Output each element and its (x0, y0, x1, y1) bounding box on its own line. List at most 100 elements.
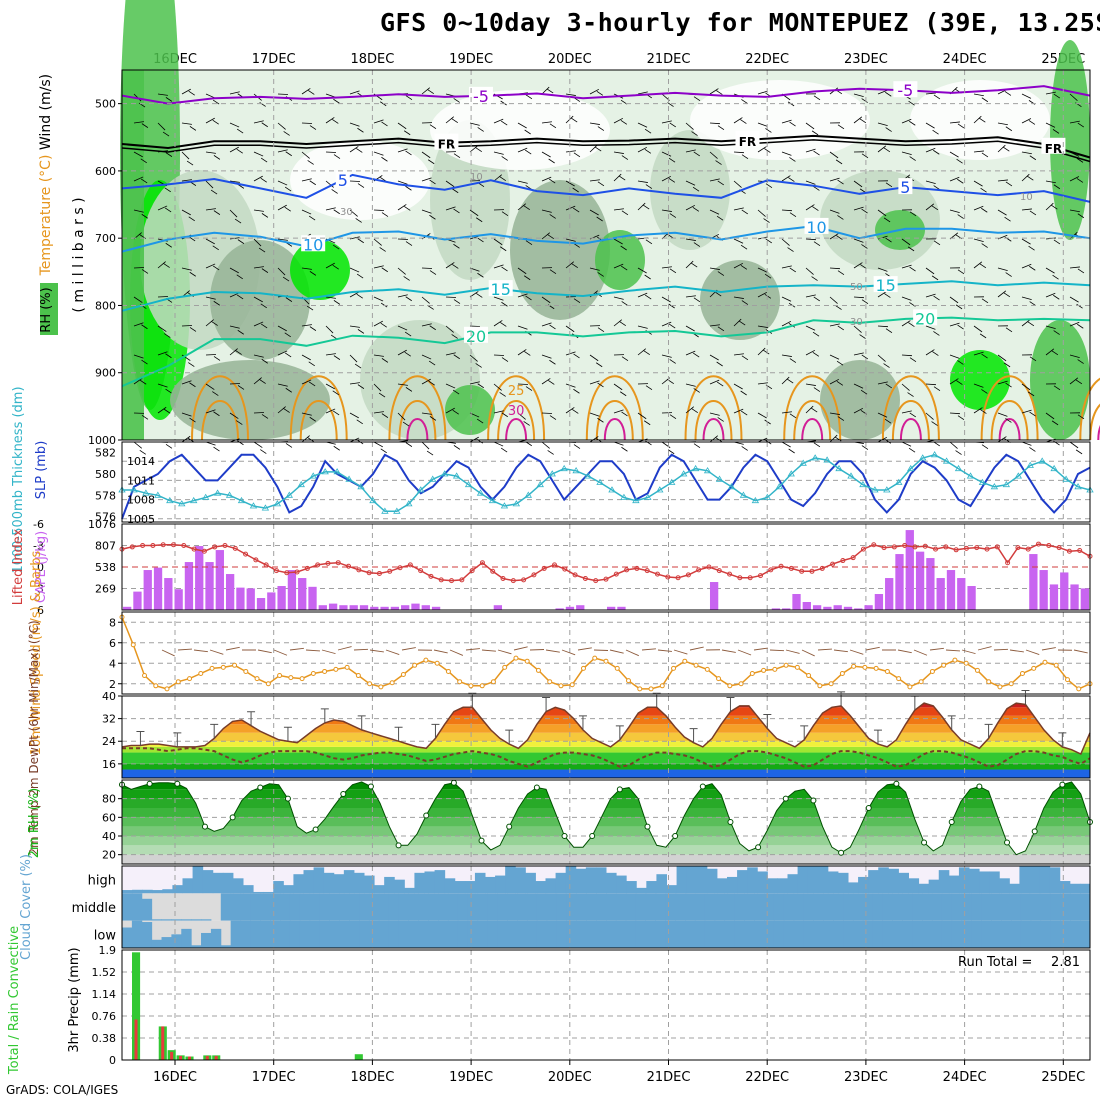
cloud-bar-low (319, 920, 330, 948)
wind-barb (493, 118, 508, 126)
wind-barb (445, 296, 461, 304)
cloud-bar-low (507, 920, 518, 948)
cape-bar (401, 605, 410, 610)
cape-bar (802, 602, 811, 610)
thickness-marker (632, 496, 640, 504)
ylabel-temp2m: 2m Temp 2m DewPt (6hr Min/Max) (°C) (27, 620, 41, 855)
wind-barb (589, 122, 605, 131)
cloud-bar-high (595, 867, 607, 894)
wind-barb (829, 122, 845, 130)
cloud-bar-high (646, 881, 657, 894)
wind-barb (613, 383, 627, 397)
wind-speed-marker (547, 679, 553, 685)
wind-barb (421, 209, 436, 220)
li-marker (273, 568, 279, 574)
thickness-marker (1062, 475, 1070, 482)
thickness-marker (668, 478, 676, 485)
ylabel-lifted-index: Lifted Index (11, 528, 26, 605)
cloud-bar-high (585, 867, 597, 894)
wind-speed-marker (603, 658, 609, 664)
wind-barb (685, 350, 700, 358)
wind-barb (541, 232, 554, 240)
wind-barb (805, 204, 819, 211)
wind-barb (205, 354, 221, 361)
cape-bar (617, 606, 626, 610)
cloud-bar-low (349, 920, 360, 948)
cloud-bar-high (686, 866, 698, 894)
li-marker (953, 547, 959, 553)
wind-barb (661, 209, 677, 218)
cloud-bar-low (586, 920, 597, 948)
cloud-bar-high (485, 876, 496, 894)
wind-barb (445, 441, 461, 450)
cloud-bar-middle (922, 893, 933, 921)
isotherm-label: 15 (491, 280, 511, 299)
wind-barb (973, 115, 986, 124)
cloud-bar-high (858, 876, 869, 894)
wind-barb (805, 238, 821, 247)
isotherm-label: 5 (900, 178, 910, 197)
cloud-bar-high (1049, 867, 1061, 894)
y-tick-label: 24 (102, 735, 116, 748)
cloud-bar-high (323, 872, 335, 894)
cloud-bar-high (464, 881, 476, 894)
wind-barb (229, 146, 243, 154)
slp-tick-label: 1011 (127, 474, 155, 487)
wind-barb (253, 412, 269, 419)
wind-barb (925, 293, 940, 301)
wind-barb (445, 383, 460, 395)
cloud-bar-high (273, 881, 284, 894)
wind-barb (829, 378, 844, 386)
li-marker (603, 576, 609, 582)
isotherm-label: 20 (466, 327, 486, 346)
li-marker (757, 573, 763, 579)
wind-barb (277, 406, 290, 414)
li-marker (160, 542, 166, 548)
isotherm-25 (1089, 403, 1100, 441)
date-label-bottom: 16DEC (153, 1070, 197, 1085)
cloud-bar-low (517, 920, 528, 948)
minmax-whisker (431, 723, 440, 739)
rh-shade-area (650, 130, 730, 250)
cloud-bar-high (202, 870, 214, 894)
wind-barb (997, 354, 1011, 368)
rh-shade-area (1030, 320, 1090, 440)
wind-barb (1045, 202, 1058, 211)
minmax-whisker (652, 692, 661, 708)
wind-barb (445, 407, 459, 415)
wind-barb (877, 209, 891, 223)
cloud-bar-middle (991, 893, 1002, 921)
thickness-marker (847, 472, 855, 479)
cloud-bar-low (191, 945, 202, 948)
isotherm-30 (603, 418, 626, 441)
cloud-bar-high (958, 867, 970, 894)
wind-barb (613, 296, 628, 306)
wind-barb (781, 265, 797, 273)
wind-barb (997, 325, 1013, 333)
cloud-bar-middle (734, 893, 745, 921)
li-tick-label: 3 (37, 583, 44, 596)
rh-marker (561, 833, 568, 839)
cape-tick-label: 1076 (88, 518, 116, 531)
wind-barb (997, 380, 1012, 388)
cloud-bar-low (734, 920, 745, 948)
cloud-bar-high (626, 881, 637, 894)
wind-barb (781, 411, 797, 419)
isotherm-label-bg (735, 130, 760, 147)
li-marker (191, 546, 197, 552)
rh-band (122, 808, 1090, 818)
cloud-bar-low (536, 920, 548, 948)
cloud-bar-low (645, 920, 656, 948)
wind-barb (1069, 209, 1085, 219)
wind-barb (901, 209, 917, 217)
cloud-bar-middle (477, 893, 488, 921)
wind-barb (781, 175, 795, 182)
cloud-bar-high (938, 870, 950, 894)
cloud-bar-middle (526, 893, 538, 921)
cloud-bar-middle (971, 893, 982, 921)
date-label-bottom: 24DEC (943, 1070, 987, 1085)
thickness-marker (990, 483, 999, 490)
rh-contour-label: 30 (850, 317, 863, 328)
wind-barb (781, 209, 797, 218)
cape-bar (915, 551, 925, 610)
